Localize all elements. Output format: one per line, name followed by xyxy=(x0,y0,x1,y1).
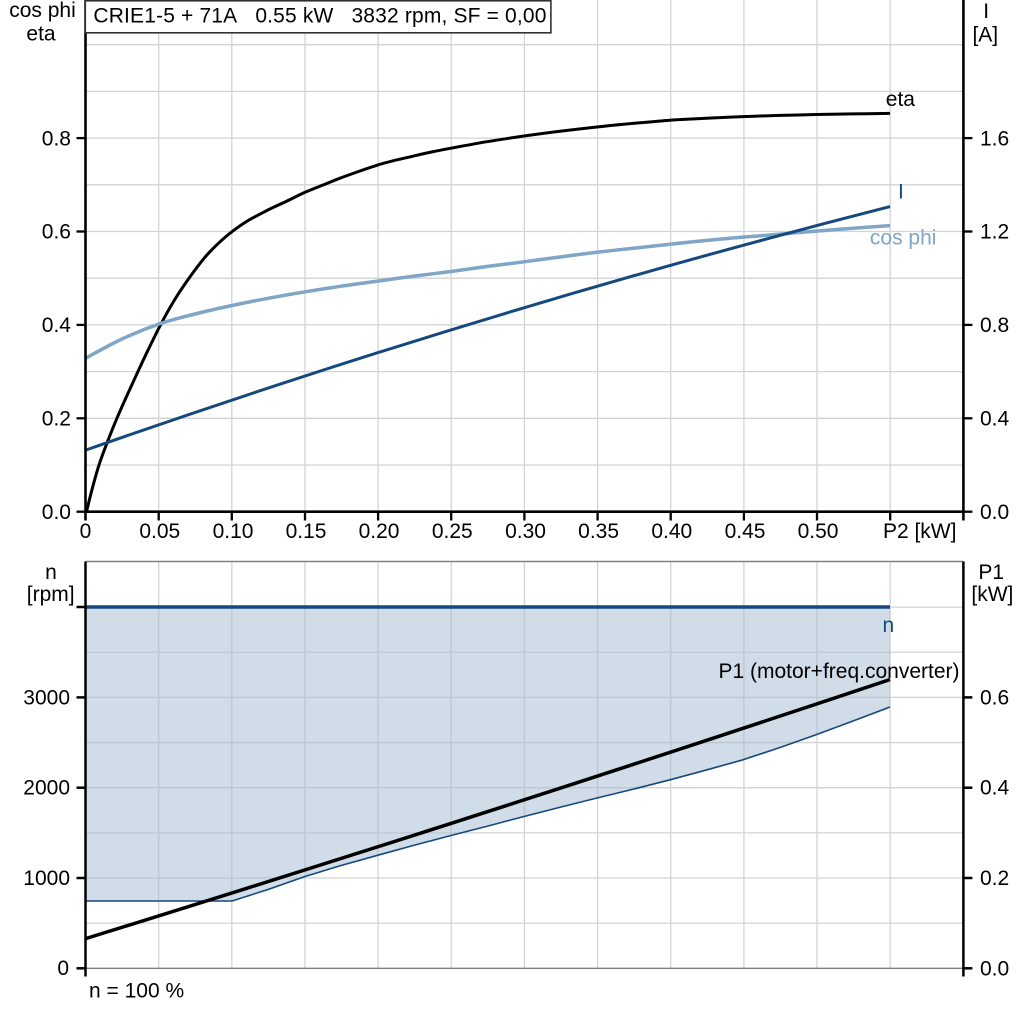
svg-text:P2 [kW]: P2 [kW] xyxy=(883,520,957,543)
svg-text:0.4: 0.4 xyxy=(42,314,72,337)
svg-text:0.6: 0.6 xyxy=(42,221,71,244)
svg-text:0: 0 xyxy=(57,957,69,980)
svg-text:P1 (motor+freq.converter): P1 (motor+freq.converter) xyxy=(718,660,959,683)
svg-text:0.30: 0.30 xyxy=(505,520,546,543)
svg-text:0.45: 0.45 xyxy=(725,520,766,543)
svg-text:0.25: 0.25 xyxy=(432,520,473,543)
svg-text:n: n xyxy=(883,614,895,637)
svg-text:eta: eta xyxy=(26,22,56,45)
svg-text:0.8: 0.8 xyxy=(980,314,1009,337)
svg-text:0.20: 0.20 xyxy=(359,520,400,543)
svg-text:0.4: 0.4 xyxy=(980,777,1010,800)
svg-text:cos phi: cos phi xyxy=(870,226,937,249)
svg-text:0.40: 0.40 xyxy=(651,520,692,543)
svg-text:0.0: 0.0 xyxy=(980,501,1009,524)
svg-text:0.05: 0.05 xyxy=(139,520,180,543)
svg-text:0: 0 xyxy=(80,520,92,543)
svg-text:0.50: 0.50 xyxy=(798,520,839,543)
svg-text:0.4: 0.4 xyxy=(980,408,1010,431)
svg-text:[rpm]: [rpm] xyxy=(27,583,75,606)
svg-text:0.10: 0.10 xyxy=(213,520,254,543)
svg-text:2000: 2000 xyxy=(23,777,70,800)
svg-text:3000: 3000 xyxy=(23,686,70,709)
svg-text:0.2: 0.2 xyxy=(980,867,1009,890)
svg-text:n: n xyxy=(45,561,57,584)
svg-text:0.8: 0.8 xyxy=(42,127,71,150)
svg-text:I: I xyxy=(983,0,989,23)
svg-text:0.6: 0.6 xyxy=(980,686,1009,709)
svg-text:0.0: 0.0 xyxy=(42,501,71,524)
svg-text:cos phi: cos phi xyxy=(9,0,76,22)
svg-text:1.2: 1.2 xyxy=(980,221,1009,244)
svg-text:1000: 1000 xyxy=(23,867,70,890)
svg-text:CRIE1-5 + 71A 0.55 kW 3832: CRIE1-5 + 71A 0.55 kW 3832 rpm, SF = 0,0… xyxy=(93,4,546,27)
svg-text:I: I xyxy=(898,181,904,204)
svg-text:[kW]: [kW] xyxy=(971,583,1013,606)
svg-text:0.15: 0.15 xyxy=(286,520,327,543)
svg-text:0.35: 0.35 xyxy=(578,520,619,543)
svg-text:n = 100 %: n = 100 % xyxy=(89,980,184,1003)
svg-text:eta: eta xyxy=(886,88,916,111)
svg-text:[A]: [A] xyxy=(972,23,998,46)
svg-text:0.0: 0.0 xyxy=(980,957,1009,980)
svg-text:1.6: 1.6 xyxy=(980,127,1009,150)
svg-text:P1: P1 xyxy=(978,561,1004,584)
svg-text:0.2: 0.2 xyxy=(42,408,71,431)
